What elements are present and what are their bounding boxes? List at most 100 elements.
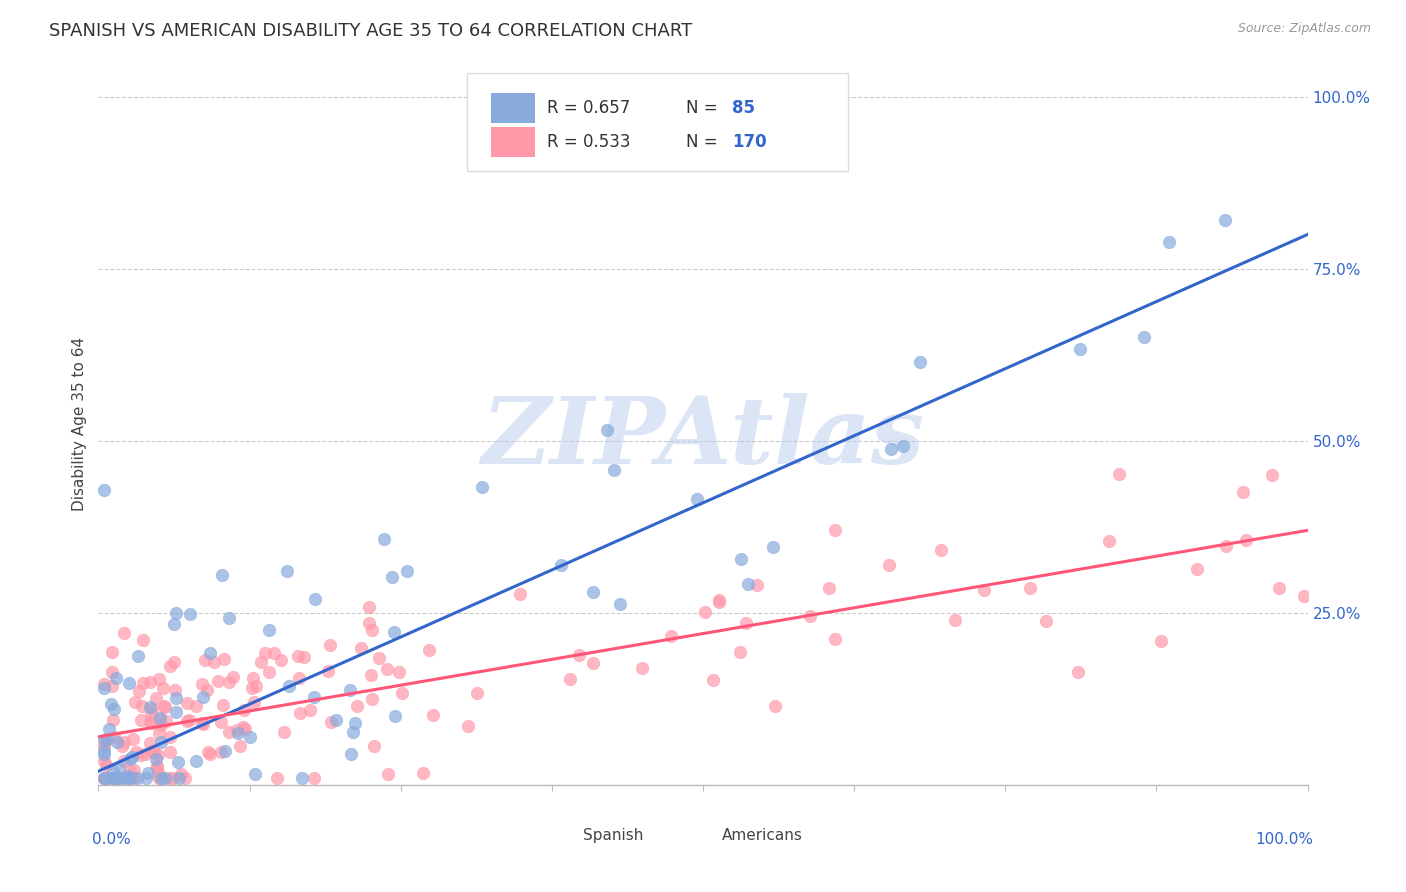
Point xyxy=(728,645,751,659)
Point xyxy=(581,657,603,671)
Point xyxy=(118,771,141,785)
Point xyxy=(132,632,155,647)
Point xyxy=(288,706,311,721)
Point xyxy=(929,543,952,558)
Point xyxy=(659,629,682,643)
Point xyxy=(245,767,267,781)
Point xyxy=(148,711,170,725)
Text: N =: N = xyxy=(686,99,723,117)
Point xyxy=(163,617,186,632)
Point xyxy=(209,715,232,730)
Point xyxy=(368,651,391,665)
Point xyxy=(346,699,368,714)
Point xyxy=(1292,589,1315,603)
Point xyxy=(457,719,479,733)
Point xyxy=(146,764,169,779)
Point xyxy=(124,696,146,710)
Point xyxy=(292,649,315,664)
Point xyxy=(148,726,170,740)
Point xyxy=(1213,213,1236,227)
Point xyxy=(1150,633,1173,648)
Point xyxy=(141,715,163,730)
Point xyxy=(207,674,229,689)
Point xyxy=(141,702,163,716)
Point xyxy=(93,676,115,690)
Text: 0.0%: 0.0% xyxy=(93,832,131,847)
Point xyxy=(325,713,347,727)
Text: Americans: Americans xyxy=(723,828,803,843)
Point xyxy=(136,766,159,780)
Point xyxy=(695,605,717,619)
Point xyxy=(763,699,786,714)
Point xyxy=(509,587,531,601)
Point xyxy=(197,745,219,759)
Point xyxy=(93,744,115,758)
Point xyxy=(149,771,172,785)
Point xyxy=(165,706,187,720)
Point xyxy=(298,703,321,717)
Point xyxy=(118,752,141,766)
Point xyxy=(101,764,124,778)
Point xyxy=(135,771,157,785)
Point xyxy=(165,683,187,698)
Text: R = 0.657: R = 0.657 xyxy=(547,99,630,117)
Point xyxy=(1215,539,1237,553)
Point xyxy=(1261,467,1284,482)
Point xyxy=(943,613,966,627)
Point xyxy=(139,736,162,750)
Point xyxy=(412,766,434,780)
Point xyxy=(118,771,141,785)
Point xyxy=(121,750,143,764)
Point xyxy=(266,771,288,785)
Point xyxy=(1234,533,1257,548)
Text: 170: 170 xyxy=(733,133,766,151)
Point xyxy=(122,763,145,777)
Point xyxy=(184,698,207,713)
Point xyxy=(253,646,276,660)
Point xyxy=(162,771,184,785)
Point xyxy=(122,771,145,785)
Point xyxy=(94,735,117,749)
FancyBboxPatch shape xyxy=(492,93,534,123)
Point xyxy=(110,771,132,785)
Point xyxy=(139,674,162,689)
Point xyxy=(596,423,619,437)
Point xyxy=(737,577,759,591)
Point xyxy=(880,442,903,456)
Point xyxy=(117,769,139,783)
Point xyxy=(350,641,373,656)
Point xyxy=(1268,582,1291,596)
Point xyxy=(818,582,841,596)
Point xyxy=(165,690,187,705)
Point xyxy=(568,648,591,663)
Text: Source: ZipAtlas.com: Source: ZipAtlas.com xyxy=(1237,22,1371,36)
Point xyxy=(730,552,752,566)
Point xyxy=(141,744,163,758)
Point xyxy=(159,730,181,744)
Point xyxy=(263,646,285,660)
Point xyxy=(361,692,384,706)
Point xyxy=(145,752,167,766)
Point xyxy=(129,747,152,762)
Point xyxy=(127,649,149,664)
Point xyxy=(152,698,174,713)
Point xyxy=(143,745,166,759)
Point xyxy=(117,771,139,785)
Point xyxy=(191,690,214,704)
Point xyxy=(391,686,413,700)
Point xyxy=(1185,562,1208,576)
Point xyxy=(1232,485,1254,500)
Point xyxy=(111,739,134,753)
Point xyxy=(877,558,900,573)
FancyBboxPatch shape xyxy=(676,822,716,849)
Point xyxy=(152,681,174,695)
Point xyxy=(93,771,115,785)
Point xyxy=(195,682,218,697)
Point xyxy=(184,754,207,768)
Point xyxy=(221,670,243,684)
Point xyxy=(1132,330,1154,344)
Point xyxy=(342,725,364,739)
Point xyxy=(134,747,156,762)
Point xyxy=(233,703,256,717)
Point xyxy=(239,730,262,744)
